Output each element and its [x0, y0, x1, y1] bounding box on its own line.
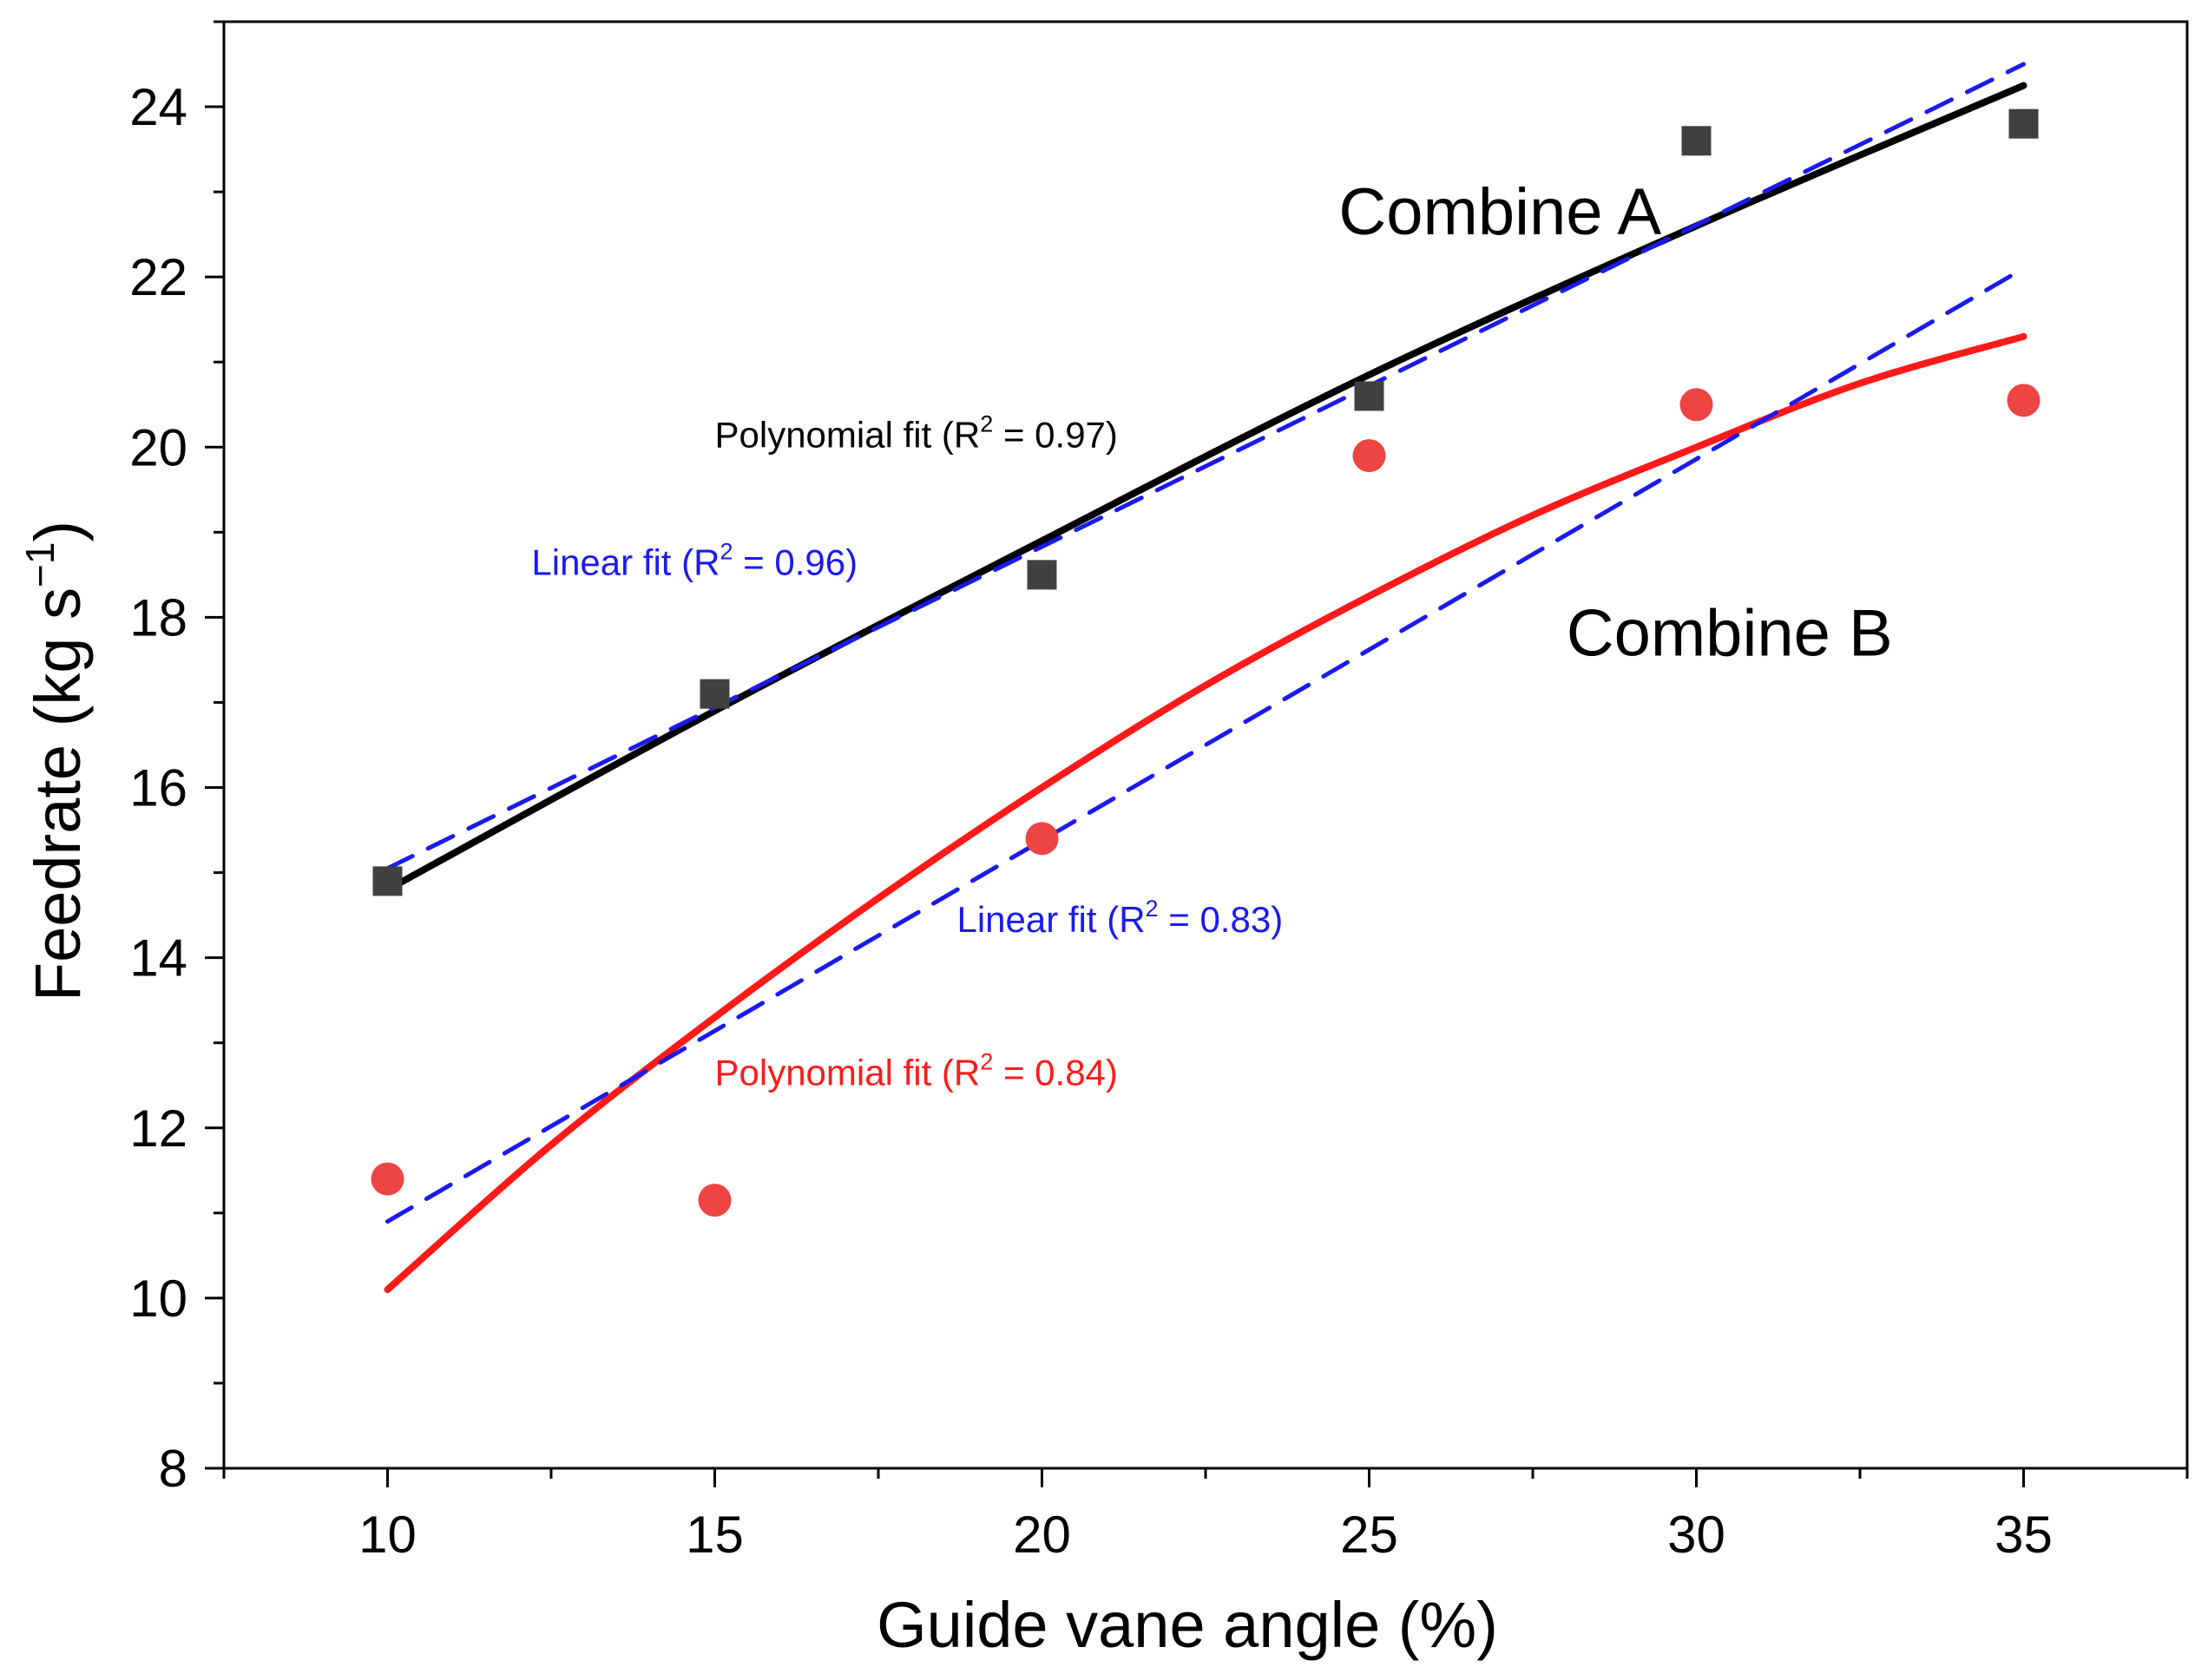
y-tick-label: 24 — [129, 78, 187, 136]
y-tick-label: 20 — [129, 418, 187, 476]
combine-b-point — [1679, 388, 1713, 422]
combine-b-point — [2007, 384, 2041, 417]
fit-lines-layer — [384, 62, 2027, 1294]
combine-b-point — [698, 1184, 732, 1217]
combine-a-point — [1027, 560, 1057, 590]
annotations-layer: Combine A Combine B Polynomial fit (R2 = 0… — [531, 175, 1892, 1093]
y-tick-label: 12 — [129, 1099, 187, 1158]
annotation-combine-b: Combine B — [1567, 597, 1893, 671]
combine-a-point — [1681, 126, 1712, 156]
combine-b-point — [371, 1162, 404, 1196]
x-tick-label: 15 — [686, 1506, 744, 1564]
combine-b-linear-fit-line — [385, 266, 2026, 1224]
x-tick-label: 35 — [1995, 1506, 2053, 1564]
x-tick-label: 30 — [1667, 1506, 1725, 1564]
combine-b-point — [1025, 822, 1059, 856]
x-tick-label: 20 — [1013, 1506, 1071, 1564]
y-axis-title: Feedrate (kg s−1) — [17, 521, 94, 1001]
annotation-polynomial-fit-r: Polynomial fit (R2 = 0.97) — [715, 410, 1118, 455]
annotation-polynomial-fit-r: Polynomial fit (R2 = 0.84) — [715, 1049, 1118, 1093]
combine-a-point — [372, 866, 403, 896]
y-tick-label: 14 — [129, 929, 187, 988]
y-axis-title-close: ) — [22, 521, 94, 542]
y-tick-label: 8 — [159, 1440, 187, 1498]
annotation-linear-fit-r: Linear fit (R2 = 0.83) — [956, 896, 1283, 940]
data-points-layer — [371, 108, 2041, 1217]
axes-layer: 10 15 20 25 30 35 8 10 12 14 16 18 20 22 24 — [129, 20, 2189, 1564]
combine-a-point — [1354, 381, 1384, 411]
y-tick-label: 10 — [129, 1270, 187, 1328]
x-tick-label: 25 — [1340, 1506, 1398, 1564]
combine-a-polynomial-fit-line — [384, 82, 2027, 894]
y-tick-label: 16 — [129, 759, 187, 817]
combine-a-linear-fit-line — [385, 62, 2026, 871]
y-tick-label: 22 — [129, 248, 187, 306]
y-axis-title-superscript: −1 — [17, 542, 62, 587]
combine-a-point — [2008, 108, 2039, 139]
y-tick-label: 18 — [129, 588, 187, 646]
combine-b-point — [1352, 439, 1386, 473]
x-axis-title: Guide vane angle (%) — [877, 1589, 1498, 1661]
combine-a-point — [700, 679, 730, 709]
x-tick-label: 10 — [358, 1506, 417, 1564]
combine-b-polynomial-fit-line — [384, 332, 2027, 1294]
annotation-combine-a: Combine A — [1338, 175, 1661, 249]
annotation-linear-fit-r: Linear fit (R2 = 0.96) — [531, 538, 858, 582]
y-axis-title-main: Feedrate (kg s — [22, 587, 94, 1001]
